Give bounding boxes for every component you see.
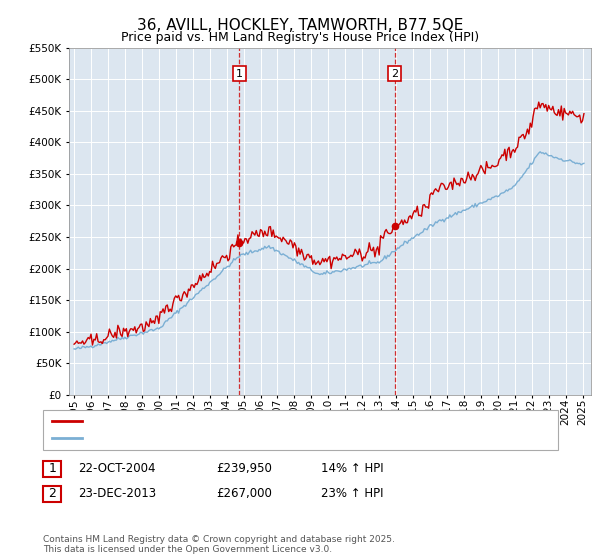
Text: 14% ↑ HPI: 14% ↑ HPI	[321, 462, 383, 475]
Text: 23% ↑ HPI: 23% ↑ HPI	[321, 487, 383, 501]
Text: 23-DEC-2013: 23-DEC-2013	[78, 487, 156, 501]
Text: 36, AVILL, HOCKLEY, TAMWORTH, B77 5QE: 36, AVILL, HOCKLEY, TAMWORTH, B77 5QE	[137, 18, 463, 33]
Text: 2: 2	[48, 487, 56, 501]
Text: 2: 2	[391, 69, 398, 78]
Text: £267,000: £267,000	[216, 487, 272, 501]
Text: 22-OCT-2004: 22-OCT-2004	[78, 462, 155, 475]
Text: 36, AVILL, HOCKLEY, TAMWORTH, B77 5QE (detached house): 36, AVILL, HOCKLEY, TAMWORTH, B77 5QE (d…	[87, 415, 445, 428]
Text: Price paid vs. HM Land Registry's House Price Index (HPI): Price paid vs. HM Land Registry's House …	[121, 31, 479, 44]
Text: HPI: Average price, detached house, Tamworth: HPI: Average price, detached house, Tamw…	[87, 432, 363, 445]
Text: Contains HM Land Registry data © Crown copyright and database right 2025.
This d: Contains HM Land Registry data © Crown c…	[43, 535, 395, 554]
Text: 1: 1	[236, 69, 243, 78]
Text: £239,950: £239,950	[216, 462, 272, 475]
Text: 1: 1	[48, 462, 56, 475]
